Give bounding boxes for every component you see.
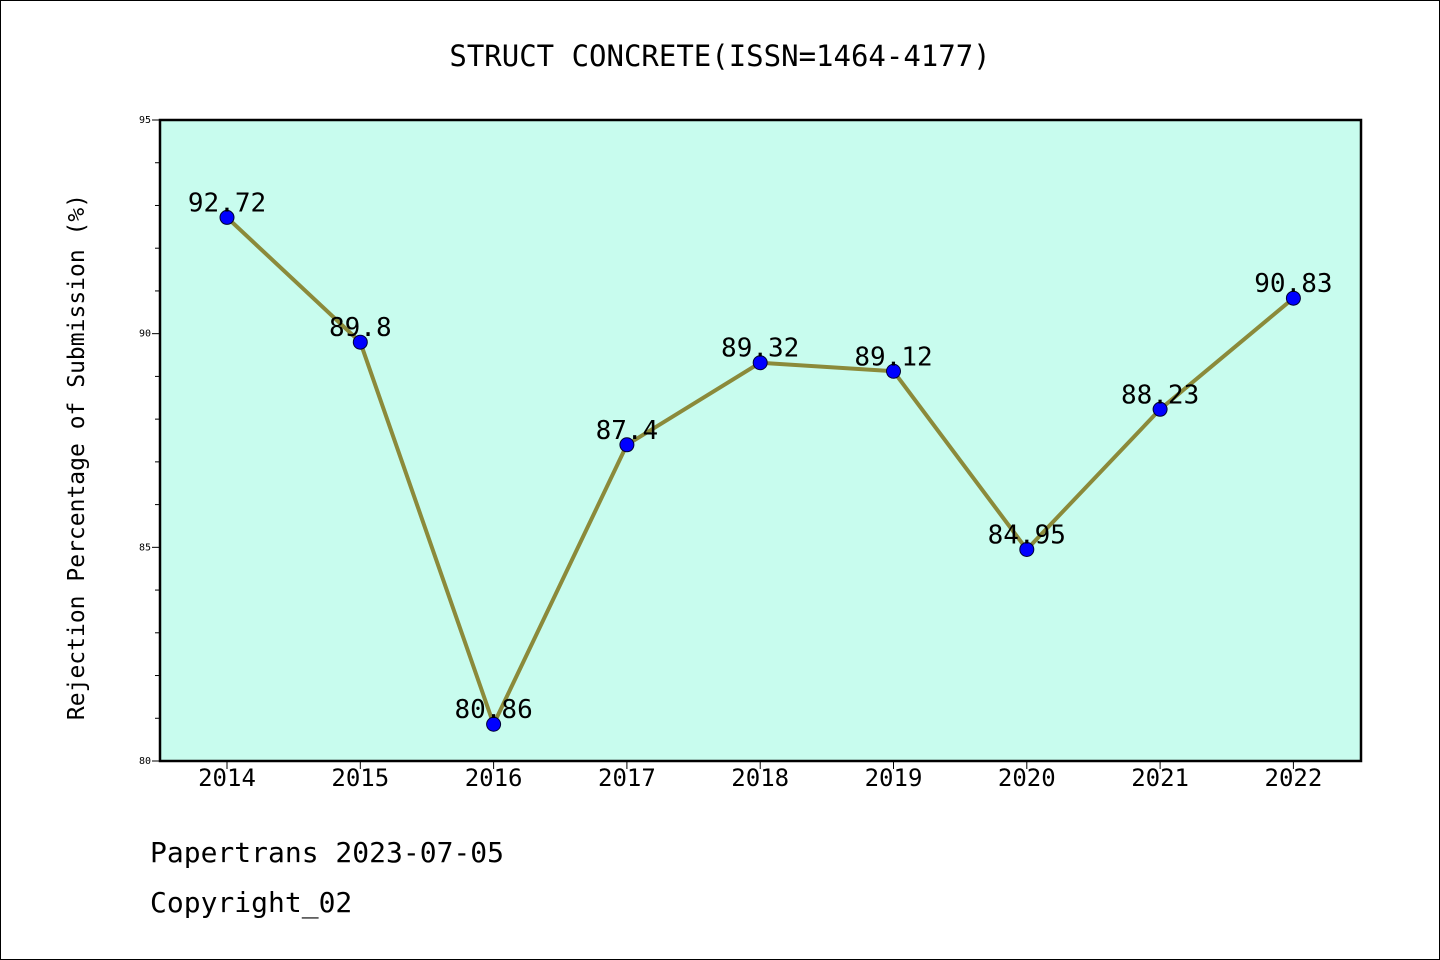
footer-source: Papertrans 2023-07-05 <box>150 836 505 869</box>
data-point <box>1285 290 1301 306</box>
x-tick-label: 2022 <box>1265 764 1323 792</box>
x-tick-label: 2017 <box>598 764 656 792</box>
y-tick-label: 80 <box>139 756 151 767</box>
y-tick-label: 85 <box>139 542 151 553</box>
data-point <box>352 334 368 350</box>
x-axis-ticks: 2014 2015 2016 2017 2018 2019 2020 2021 2022 <box>198 761 1322 792</box>
series-group: 92.72 89.8 80.86 87.4 89.32 89.12 84.95 88.23 90… <box>188 188 1333 732</box>
x-tick-label: 2014 <box>198 764 256 792</box>
x-tick-label: 2021 <box>1131 764 1189 792</box>
data-point <box>619 437 635 453</box>
chart-title: STRUCT CONCRETE(ISSN=1464-4177) <box>449 39 990 73</box>
data-point <box>1019 541 1035 557</box>
data-label: 88.23 <box>1121 380 1199 410</box>
y-axis-ticks: 80 85 90 95 <box>139 115 160 767</box>
x-tick-label: 2015 <box>331 764 389 792</box>
footer-copyright: Copyright_02 <box>150 886 353 919</box>
x-tick-label: 2016 <box>465 764 523 792</box>
data-point <box>1152 401 1168 417</box>
x-tick-label: 2020 <box>998 764 1056 792</box>
data-point <box>752 355 768 371</box>
data-point <box>886 363 901 379</box>
data-label: 87.4 <box>596 416 659 446</box>
plot-area <box>158 118 1363 763</box>
data-label: 89.8 <box>329 313 392 343</box>
data-label: 84.95 <box>988 520 1066 550</box>
data-point <box>219 209 235 225</box>
x-tick-label: 2019 <box>865 764 923 792</box>
data-point <box>486 716 502 732</box>
y-tick-label: 90 <box>139 329 151 340</box>
data-label: 89.32 <box>721 334 799 364</box>
x-tick-label: 2018 <box>731 764 789 792</box>
y-tick-label: 95 <box>139 115 151 126</box>
data-label: 89.12 <box>854 342 932 372</box>
y-axis-label: Rejection Percentage of Submission (%) <box>64 194 90 720</box>
data-label: 80.86 <box>454 695 532 725</box>
data-label: 90.83 <box>1254 269 1332 299</box>
data-label: 92.72 <box>188 188 266 218</box>
